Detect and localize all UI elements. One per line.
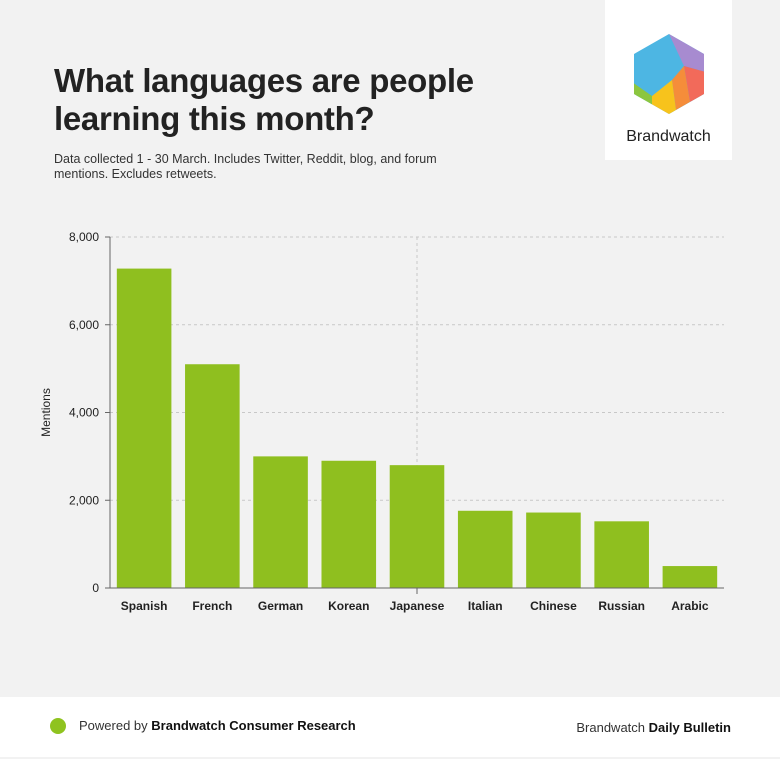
footer-right-prefix: Brandwatch (576, 720, 646, 735)
y-tick-label: 2,000 (69, 493, 99, 507)
footer-powered-brand: Brandwatch Consumer Research (151, 718, 356, 733)
x-tick-label: German (258, 599, 303, 613)
brand-logo-label: Brandwatch (626, 128, 711, 145)
chart-subtitle: Data collected 1 - 30 March. Includes Tw… (54, 152, 437, 181)
x-tick-label: Italian (468, 599, 503, 613)
x-tick-label: Korean (328, 599, 369, 613)
bar-italian (457, 510, 513, 588)
x-tick-label: Russian (598, 599, 645, 613)
y-tick-label: 8,000 (69, 230, 99, 244)
footer-powered-by: Powered by Brandwatch Consumer Research (79, 718, 356, 733)
footer: Powered by Brandwatch Consumer Research … (0, 697, 780, 757)
footer-powered-prefix: Powered by (79, 718, 148, 733)
bar-german (253, 456, 308, 588)
y-axis-label: Mentions (39, 388, 53, 437)
x-tick-label: Arabic (671, 599, 709, 613)
footer-right-bold: Daily Bulletin (648, 720, 731, 735)
x-tick-label: French (192, 599, 232, 613)
brand-logo-box: Brandwatch (605, 0, 732, 160)
bar-korean (321, 460, 377, 588)
bar-french (185, 364, 240, 588)
hexagon-logo-icon (634, 34, 704, 114)
footer-dot-icon (50, 718, 66, 734)
bar-chart: 0 2,000 4,000 6,000 8,000 Spanish French German… (39, 230, 724, 613)
x-tick-label: Chinese (530, 599, 577, 613)
chart-title: What languages are people learning this … (54, 62, 474, 137)
bar-arabic (662, 566, 718, 588)
y-tick-label: 6,000 (69, 318, 99, 332)
footer-bulletin: Brandwatch Daily Bulletin (576, 720, 731, 735)
bar-japanese (389, 465, 445, 588)
bar-spanish (116, 268, 172, 588)
bar-russian (594, 521, 649, 588)
y-tick-label: 0 (92, 581, 99, 595)
x-tick-label: Spanish (121, 599, 168, 613)
y-tick-label: 4,000 (69, 406, 99, 420)
x-tick-label: Japanese (390, 599, 445, 613)
bar-chinese (526, 512, 581, 588)
